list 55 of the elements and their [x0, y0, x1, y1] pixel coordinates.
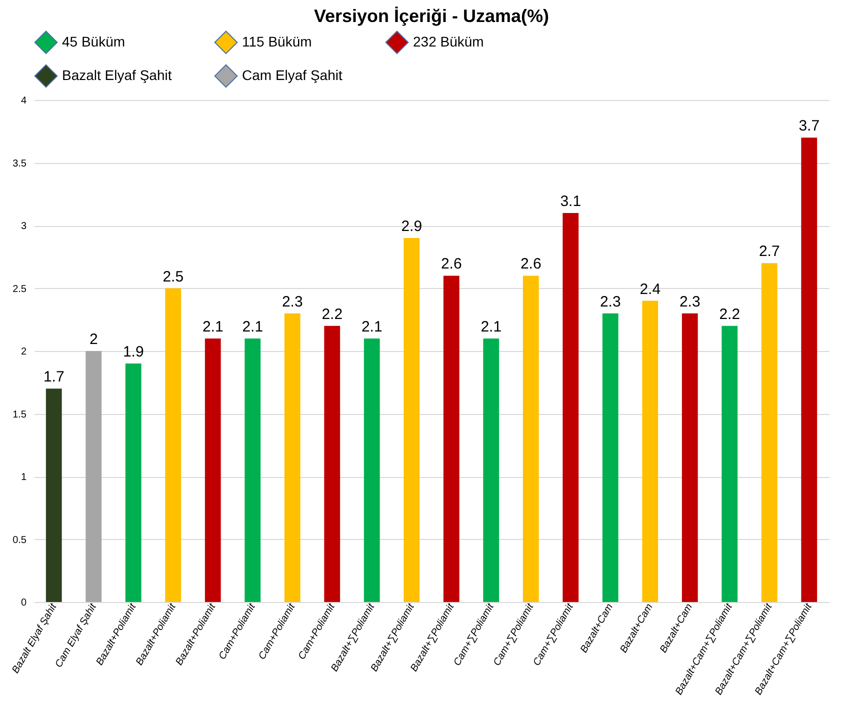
- bar: [522, 276, 539, 602]
- data-label: 2: [89, 331, 98, 348]
- data-label: 1.9: [122, 344, 144, 361]
- bar: [682, 313, 698, 602]
- data-label: 2.6: [520, 256, 542, 273]
- bar: [125, 364, 142, 602]
- data-label: 2.7: [758, 243, 780, 260]
- data-label: 2.3: [282, 293, 303, 310]
- data-label: 2.3: [679, 293, 700, 310]
- y-tick-label: 3: [20, 221, 27, 232]
- bar: [642, 300, 658, 602]
- data-label: 2.1: [242, 318, 264, 336]
- bar: [483, 338, 500, 602]
- bar: [86, 351, 102, 602]
- data-label: 2.5: [162, 268, 184, 286]
- data-label: 3.1: [560, 192, 582, 210]
- y-tick-label: 1.5: [12, 409, 27, 420]
- bar: [324, 326, 340, 602]
- data-label: 2.1: [480, 318, 502, 336]
- data-label: 2.6: [440, 256, 462, 273]
- bar: [204, 338, 221, 602]
- y-tick-label: 1: [20, 472, 27, 483]
- bar: [562, 212, 579, 602]
- legend-label: 45 Büküm: [62, 33, 126, 50]
- bar: [404, 238, 420, 602]
- bar: [761, 263, 778, 602]
- bar: [801, 138, 818, 602]
- y-tick-label: 2.5: [12, 284, 27, 295]
- bar: [364, 338, 380, 602]
- data-label: 2.2: [322, 306, 343, 323]
- bar: [443, 276, 460, 602]
- y-tick-label: 2: [20, 346, 27, 358]
- data-label: 2.9: [401, 218, 422, 236]
- bar: [722, 326, 738, 602]
- legend-label: Cam Elyaf Şahit: [242, 67, 342, 83]
- bar: [602, 313, 618, 602]
- legend-label: 115 Büküm: [242, 33, 312, 50]
- data-label: 2.1: [361, 318, 382, 336]
- legend-label: 232 Büküm: [413, 33, 484, 50]
- y-tick-label: 3.5: [12, 158, 27, 170]
- bar: [284, 313, 300, 602]
- data-label: 2.2: [719, 306, 740, 323]
- bar: [244, 338, 261, 602]
- data-label: 3.7: [798, 118, 820, 135]
- bar: [46, 388, 62, 602]
- y-tick-label: 4: [20, 96, 27, 106]
- data-label: 1.7: [43, 368, 64, 386]
- bar: [165, 288, 182, 602]
- chart-title: Versiyon İçeriği - Uzama(%): [314, 6, 550, 26]
- y-tick-label: 0.5: [12, 534, 27, 546]
- legend-label: Bazalt Elyaf Şahit: [62, 67, 172, 83]
- data-label: 2.3: [600, 293, 621, 310]
- data-label: 2.4: [640, 280, 661, 298]
- data-label: 2.1: [202, 318, 224, 336]
- y-tick-label: 0: [20, 598, 27, 608]
